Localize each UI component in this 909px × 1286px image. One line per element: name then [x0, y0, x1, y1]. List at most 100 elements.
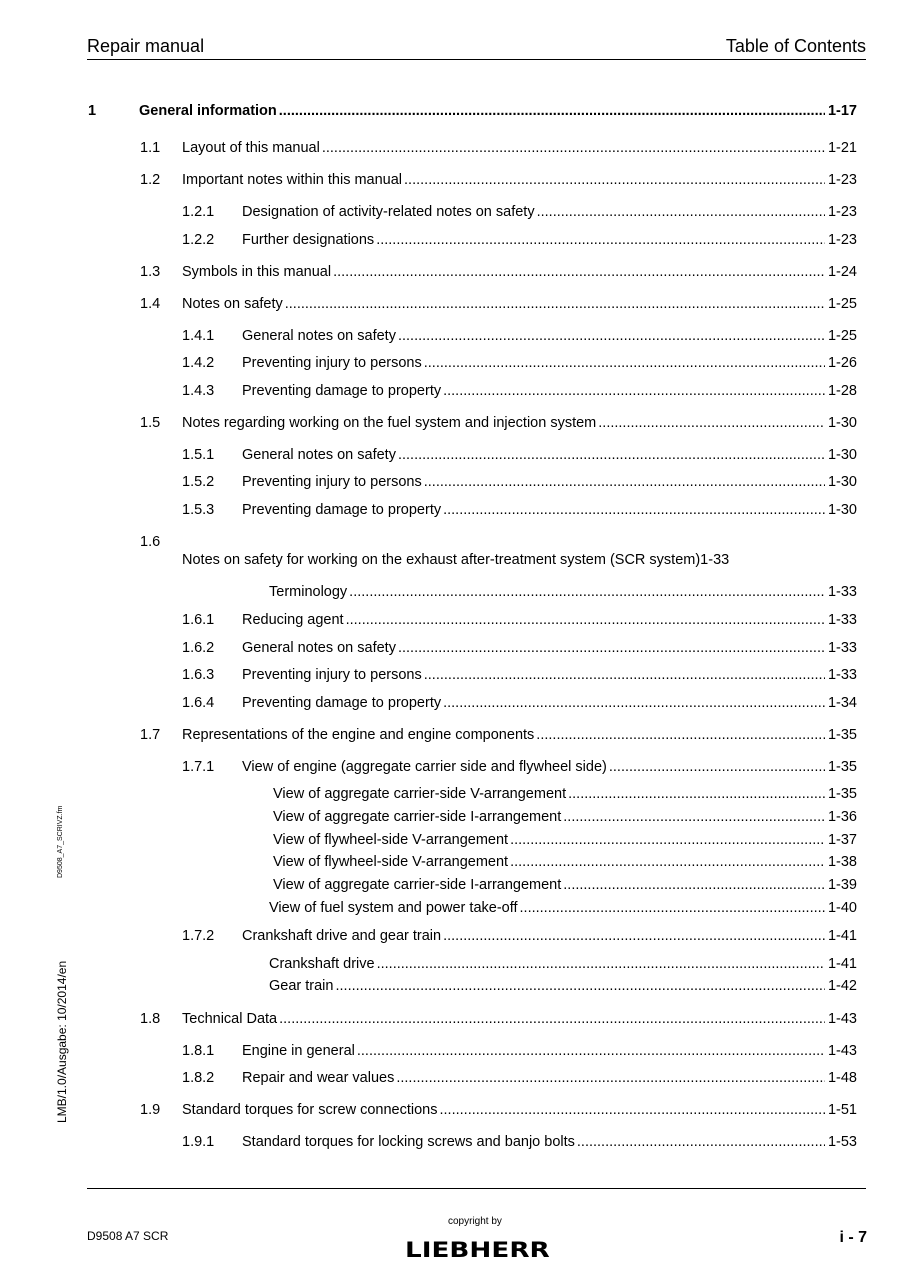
toc-entry[interactable]: 1.4.2 Preventing injury to persons 1-26 — [0, 354, 857, 372]
toc-entry-title: Crankshaft drive — [269, 956, 375, 972]
toc-entry[interactable]: View of flywheel-side V-arrangement 1-37 — [0, 831, 857, 849]
toc-entry-title: Preventing damage to property — [242, 695, 442, 711]
toc-entry[interactable]: View of aggregate carrier-side V-arrange… — [0, 785, 857, 803]
toc-entry-title: Preventing injury to persons — [242, 667, 422, 683]
toc-entry[interactable]: View of flywheel-side V-arrangement 1-38 — [0, 853, 857, 871]
toc-entry[interactable]: 1.6 Notes on safety for working on the ex… — [0, 533, 857, 568]
toc-entry[interactable]: 1.6.3 Preventing injury to persons 1-33 — [0, 666, 857, 684]
toc-entry[interactable]: 1.6.2 General notes on safety 1-33 — [0, 639, 857, 657]
toc-entry[interactable]: 1.7.1 View of engine (aggregate carrier s… — [0, 758, 857, 776]
toc-entry[interactable]: 1.9.1 Standard torques for locking screws… — [0, 1133, 857, 1151]
header-rule — [87, 59, 866, 60]
dot-leader — [424, 473, 825, 491]
dot-leader — [377, 955, 825, 973]
toc-entry-title: Notes regarding working on the fuel syst… — [182, 415, 597, 431]
toc-entry-page: 1-51 — [827, 1102, 857, 1118]
toc-entry-number: 1.6 — [140, 534, 161, 550]
dot-leader — [510, 853, 825, 871]
toc-entry-page: 1-35 — [827, 786, 857, 802]
dot-leader — [598, 414, 825, 432]
toc-entry[interactable]: 1.9 Standard torques for screw connection… — [0, 1101, 857, 1119]
footer-copyright: copyright by — [448, 1216, 502, 1227]
toc-entry-page: 1-26 — [827, 355, 857, 371]
toc-entry-title: View of aggregate carrier-side I-arrange… — [273, 877, 562, 893]
toc-entry[interactable]: Gear train 1-42 — [0, 977, 857, 995]
toc-entry[interactable]: 1.3 Symbols in this manual 1-24 — [0, 263, 857, 281]
dot-leader — [568, 785, 825, 803]
dot-leader — [398, 327, 825, 345]
toc-entry[interactable]: Crankshaft drive 1-41 — [0, 955, 857, 973]
toc-entry-title: Representations of the engine and engine… — [182, 727, 535, 743]
toc-entry-title: Notes on safety for working on the exhau… — [182, 552, 730, 568]
toc-entry[interactable]: 1.8.1 Engine in general 1-43 — [0, 1042, 857, 1060]
toc-entry[interactable]: 1.4.1 General notes on safety 1-25 — [0, 327, 857, 345]
toc-entry-number: 1.9 — [140, 1102, 161, 1118]
toc-entry[interactable]: 1.7.2 Crankshaft drive and gear train 1-41 — [0, 927, 857, 945]
toc-entry-number: 1.4.1 — [182, 328, 215, 344]
toc-entry-title: View of flywheel-side V-arrangement — [273, 832, 509, 848]
dot-leader — [335, 977, 824, 995]
toc-entry[interactable]: 1.5 Notes regarding working on the fuel s… — [0, 414, 857, 432]
dot-leader — [443, 927, 825, 945]
toc-entry-page: 1-48 — [827, 1070, 857, 1086]
toc-entry[interactable]: Terminology 1-33 — [0, 583, 857, 601]
toc-entry[interactable]: 1.6.4 Preventing damage to property 1-34 — [0, 694, 857, 712]
toc-entry-page: 1-40 — [827, 900, 857, 916]
toc-entry[interactable]: 1.2.2 Further designations 1-23 — [0, 231, 857, 249]
toc-entry-number: 1.2.2 — [182, 232, 215, 248]
toc-entry-page: 1-41 — [827, 928, 857, 944]
side-file-label: D9508_A7_SCRIVZ.fm — [57, 805, 64, 878]
toc-entry-title: View of fuel system and power take-off — [269, 900, 518, 916]
toc-entry[interactable]: 1.8 Technical Data 1-43 — [0, 1010, 857, 1028]
toc-entry[interactable]: View of aggregate carrier-side I-arrange… — [0, 808, 857, 826]
toc-entry[interactable]: View of aggregate carrier-side I-arrange… — [0, 876, 857, 894]
toc-entry-number: 1.8 — [140, 1011, 161, 1027]
toc-entry[interactable]: 1.8.2 Repair and wear values 1-48 — [0, 1069, 857, 1087]
toc-entry-title: Designation of activity-related notes on… — [242, 204, 535, 220]
toc-entry-number: 1.9.1 — [182, 1134, 215, 1150]
toc-entry[interactable]: 1.1 Layout of this manual 1-21 — [0, 139, 857, 157]
toc-entry-page: 1-38 — [827, 854, 857, 870]
toc-entry[interactable]: 1.4.3 Preventing damage to property 1-28 — [0, 382, 857, 400]
toc-entry-number: 1.7 — [140, 727, 161, 743]
toc-entry-title: View of engine (aggregate carrier side a… — [242, 759, 607, 775]
dot-leader — [510, 831, 825, 849]
dot-leader — [537, 203, 825, 221]
toc-entry-page: 1-42 — [827, 978, 857, 994]
dot-leader — [536, 726, 825, 744]
toc-entry-number: 1.6.4 — [182, 695, 215, 711]
toc-entry-number: 1.4.2 — [182, 355, 215, 371]
toc-entry[interactable]: 1.4 Notes on safety 1-25 — [0, 295, 857, 313]
toc-entry[interactable]: 1.5.2 Preventing injury to persons 1-30 — [0, 473, 857, 491]
dot-leader — [376, 231, 825, 249]
dot-leader — [609, 758, 825, 776]
toc-entry-title: Crankshaft drive and gear train — [242, 928, 442, 944]
footer-rule — [87, 1188, 866, 1189]
toc-entry-title: Further designations — [242, 232, 375, 248]
header-left: Repair manual — [87, 36, 205, 56]
toc-entry-page: 1-21 — [827, 140, 857, 156]
toc-entry-number: 1.2.1 — [182, 204, 215, 220]
dot-leader — [285, 295, 825, 313]
toc-entry-title: Engine in general — [242, 1043, 355, 1059]
toc-entry[interactable]: 1.6.1 Reducing agent 1-33 — [0, 611, 857, 629]
toc-entry[interactable]: View of fuel system and power take-off 1-… — [0, 899, 857, 917]
toc-entry[interactable]: 1.7 Representations of the engine and eng… — [0, 726, 857, 744]
toc-entry[interactable]: 1.5.1 General notes on safety 1-30 — [0, 446, 857, 464]
toc-entry-title: View of aggregate carrier-side I-arrange… — [273, 809, 562, 825]
toc-entry-page: 1-30 — [827, 447, 857, 463]
toc-entry-number: 1.4.3 — [182, 383, 215, 399]
toc-entry-number: 1.6.2 — [182, 640, 215, 656]
toc-entry-page: 1-43 — [827, 1011, 857, 1027]
toc-entry-title: Standard torques for screw connections — [182, 1102, 438, 1118]
toc-entry-title: Reducing agent — [242, 612, 344, 628]
dot-leader — [563, 808, 825, 826]
toc-entry[interactable]: 1.2.1 Designation of activity-related not… — [0, 203, 857, 221]
toc-entry[interactable]: 1.2 Important notes within this manual 1-2… — [0, 171, 857, 189]
toc-entry-number: 1 — [88, 103, 97, 119]
toc-entry[interactable]: 1.5.3 Preventing damage to property 1-30 — [0, 501, 857, 519]
toc-entry-page: 1-30 — [827, 474, 857, 490]
dot-leader — [443, 694, 825, 712]
dot-leader — [333, 263, 825, 281]
toc-entry[interactable]: 1 General information 1-17 — [0, 102, 857, 120]
